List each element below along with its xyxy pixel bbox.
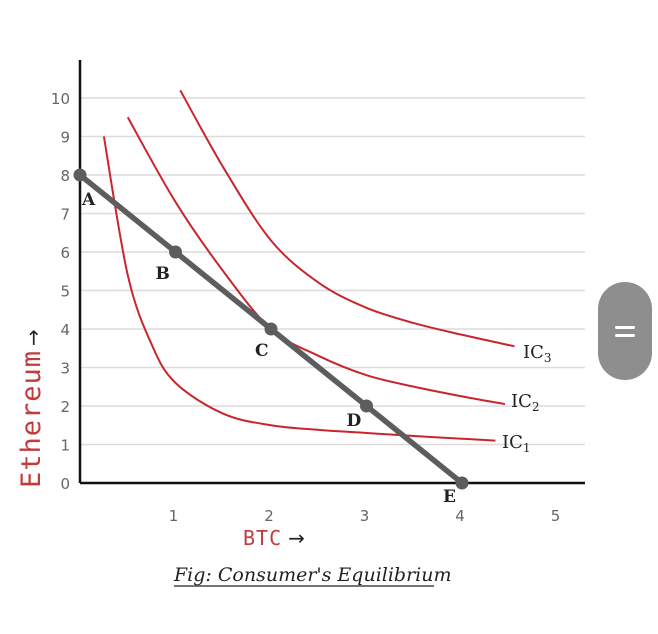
x-tick-label: 5 <box>551 507 561 525</box>
point-label-a: A <box>81 190 96 210</box>
x-tick-label: 1 <box>169 507 179 525</box>
y-tick-label: 9 <box>60 129 70 147</box>
point-label-d: D <box>347 411 362 431</box>
y-tick-label: 4 <box>60 321 70 339</box>
y-tick-label: 3 <box>60 360 70 378</box>
y-tick-label: 10 <box>51 90 70 108</box>
indifference-curve-ic1 <box>102 136 496 442</box>
point-label-b: B <box>156 264 170 284</box>
point-c <box>264 322 278 336</box>
y-tick-label: 5 <box>60 283 70 301</box>
curve-label-ic2: IC2 <box>511 391 540 414</box>
point-e <box>455 476 469 490</box>
curve-label-ic1: IC1 <box>502 432 531 455</box>
point-d <box>360 399 373 413</box>
indifference-curve-ic2 <box>126 116 506 406</box>
y-tick-label: 7 <box>60 206 70 224</box>
y-axis-label: Ethereum→ <box>16 328 47 488</box>
point-label-e: E <box>443 487 456 507</box>
indifference-curves <box>102 89 515 442</box>
indifference-curve-ic3 <box>179 89 515 348</box>
tick-labels: 0 1 2 3 4 5 6 7 8 9 10 1 2 3 4 5 <box>51 90 560 525</box>
x-tick-label: 4 <box>455 507 465 525</box>
curve-label-ic3: IC3 <box>523 342 552 365</box>
budget-line-group: A B C D E <box>73 168 469 507</box>
y-tick-label: 0 <box>60 475 70 493</box>
x-axis-label: BTC → <box>243 526 306 550</box>
y-tick-label: 8 <box>60 167 70 185</box>
y-tick-label: 2 <box>60 398 70 416</box>
scroll-handle[interactable] <box>598 282 652 380</box>
point-b <box>169 245 182 259</box>
x-tick-label: 2 <box>264 507 274 525</box>
point-label-c: C <box>255 341 269 361</box>
curve-labels: IC3 IC2 IC1 <box>502 342 552 455</box>
point-a <box>73 168 87 182</box>
y-tick-label: 1 <box>60 437 70 455</box>
figure-caption: Fig: Consumer's Equilibrium <box>173 564 452 586</box>
x-tick-label: 3 <box>360 507 370 525</box>
y-tick-label: 6 <box>60 244 70 262</box>
